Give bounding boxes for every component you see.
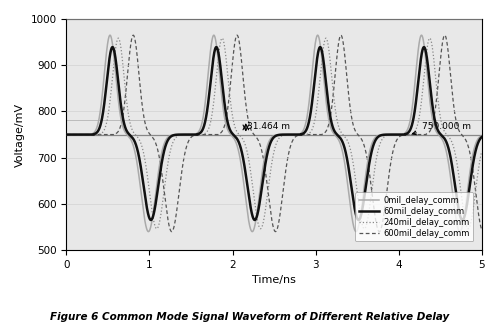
Legend: 0mil_delay_comm, 60mil_delay_comm, 240mil_delay_comm, 600mil_delay_comm: 0mil_delay_comm, 60mil_delay_comm, 240mi… (356, 193, 474, 241)
240mil_delay_comm (327, 60, 333, 64)
60mil_delay_comm (110, 45, 116, 49)
60mil_delay_comm (478, 135, 484, 139)
0mil_delay_comm (309, 70, 315, 74)
600mil_delay_comm (376, 230, 382, 234)
60mil_delay_comm (84, 133, 90, 137)
600mil_delay_comm (84, 133, 90, 137)
240mil_delay_comm (478, 150, 484, 153)
Text: 31.464 m: 31.464 m (248, 122, 290, 131)
Line: 240mil_delay_comm: 240mil_delay_comm (66, 38, 482, 229)
60mil_delay_comm (309, 99, 315, 103)
0mil_delay_comm (394, 133, 400, 137)
0mil_delay_comm (457, 230, 463, 234)
Text: 750.000 m: 750.000 m (412, 122, 471, 135)
600mil_delay_comm (372, 209, 378, 213)
60mil_delay_comm (372, 141, 378, 145)
600mil_delay_comm (327, 115, 333, 119)
0mil_delay_comm (214, 46, 220, 50)
600mil_delay_comm (394, 139, 400, 142)
Line: 600mil_delay_comm: 600mil_delay_comm (66, 35, 482, 232)
0mil_delay_comm (107, 33, 113, 37)
240mil_delay_comm (214, 71, 220, 75)
Line: 0mil_delay_comm: 0mil_delay_comm (66, 35, 482, 232)
600mil_delay_comm (214, 133, 220, 137)
240mil_delay_comm (84, 133, 90, 137)
X-axis label: Time/ns: Time/ns (252, 276, 296, 286)
240mil_delay_comm (64, 133, 70, 137)
60mil_delay_comm (460, 218, 466, 222)
240mil_delay_comm (309, 128, 315, 131)
60mil_delay_comm (328, 115, 334, 119)
Line: 60mil_delay_comm: 60mil_delay_comm (66, 47, 482, 220)
0mil_delay_comm (372, 137, 378, 141)
600mil_delay_comm (64, 133, 70, 137)
240mil_delay_comm (394, 133, 400, 137)
0mil_delay_comm (328, 124, 334, 128)
600mil_delay_comm (478, 228, 484, 232)
60mil_delay_comm (394, 133, 400, 137)
240mil_delay_comm (465, 227, 471, 231)
0mil_delay_comm (64, 133, 70, 137)
600mil_delay_comm (442, 33, 448, 37)
60mil_delay_comm (214, 46, 220, 49)
600mil_delay_comm (309, 133, 315, 137)
60mil_delay_comm (64, 133, 70, 137)
Text: Figure 6 Common Mode Signal Waveform of Different Relative Delay: Figure 6 Common Mode Signal Waveform of … (50, 312, 450, 322)
0mil_delay_comm (84, 133, 90, 137)
0mil_delay_comm (478, 134, 484, 138)
Y-axis label: Voltage/mV: Voltage/mV (15, 102, 25, 167)
240mil_delay_comm (427, 36, 433, 40)
240mil_delay_comm (372, 170, 378, 174)
